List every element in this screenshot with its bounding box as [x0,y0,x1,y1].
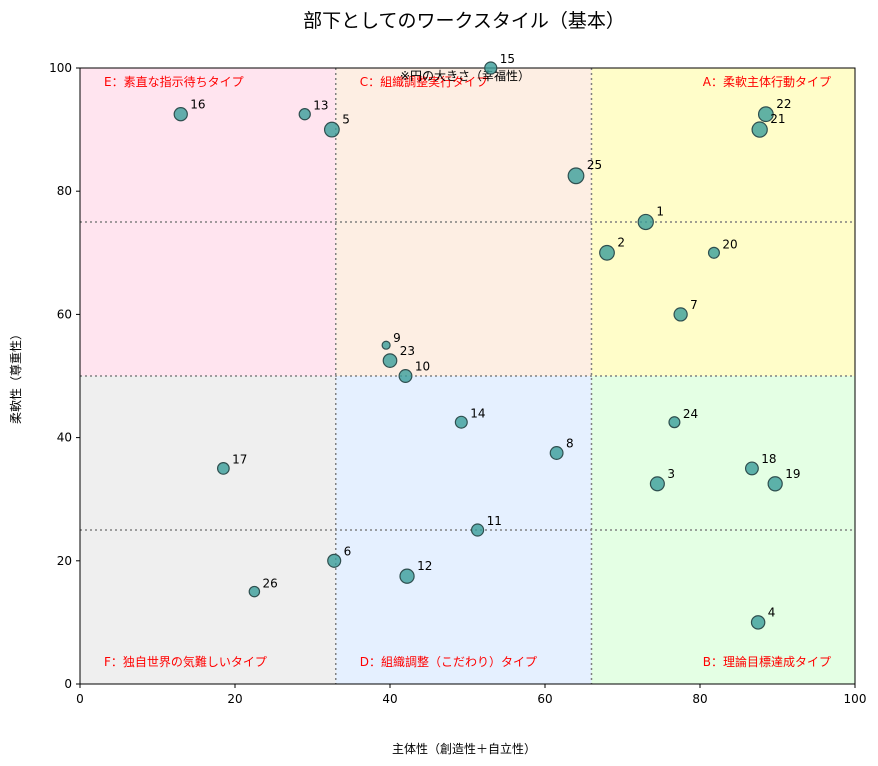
chart-title: 部下としてのワークスタイル（基本） [303,10,625,32]
x-tick-label: 80 [692,692,707,706]
data-point[interactable] [567,167,585,185]
quadrant-region [80,68,336,376]
y-tick-label: 100 [49,61,72,75]
quadrant-label: D：組織調整（こだわり）タイプ [360,654,537,669]
bubble-size-note: ※円の大きさ（幸福性） [400,68,530,83]
x-tick-label: 60 [537,692,552,706]
data-point[interactable] [381,340,391,350]
point-label: 26 [263,576,278,590]
data-point[interactable] [744,461,759,476]
y-tick-label: 0 [64,677,72,691]
point-label: 3 [667,467,675,481]
data-point[interactable] [767,476,783,492]
x-tick-label: 0 [76,692,84,706]
quadrant-label: E：素直な指示待ちタイプ [104,74,244,89]
data-point[interactable] [399,568,415,584]
data-point[interactable] [751,121,768,138]
quadrant-dividers [80,68,855,684]
point-label: 6 [344,544,352,558]
data-point[interactable] [668,416,681,429]
point-label: 7 [690,298,698,312]
point-label: 5 [342,112,350,126]
data-point[interactable] [637,213,654,231]
point-label: 17 [232,453,247,467]
x-tick-label: 100 [844,692,867,706]
data-point[interactable] [649,476,665,492]
data-point[interactable] [757,106,774,123]
data-point[interactable] [248,585,261,598]
data-point[interactable] [173,107,188,122]
point-label: 23 [400,344,415,358]
point-label: 8 [566,437,574,451]
y-tick-label: 40 [57,431,72,445]
point-label: 15 [500,52,515,66]
axis-ticks: 0 20 40 60 80 100 0 20 40 60 80 100 [49,61,866,706]
x-axis-label: 主体性（創造性＋自立性） [392,741,536,756]
point-label: 25 [587,158,602,172]
data-point[interactable] [327,553,342,568]
point-label: 12 [417,559,432,573]
point-label: 10 [415,360,430,374]
point-label: 16 [190,98,205,112]
y-tick-label: 60 [57,307,72,321]
y-tick-label: 20 [57,554,72,568]
data-point[interactable] [599,244,615,261]
y-axis-label: 柔軟性（尊重性） [8,328,23,424]
point-label: 18 [761,452,776,466]
quadrant-region [80,376,336,684]
x-tick-label: 20 [227,692,242,706]
quadrant-label: A：柔軟主体行動タイプ [703,74,831,89]
point-label: 22 [776,97,791,111]
plot-frame [79,67,856,685]
quadrant-labels: E：素直な指示待ちタイプ C：組織調整実行タイプ A：柔軟主体行動タイプ F：独自世界… [104,74,831,669]
data-point[interactable] [707,246,720,259]
y-tick-label: 80 [57,184,72,198]
point-label: 4 [768,606,776,620]
point-label: 21 [770,112,785,126]
data-point[interactable] [398,369,413,383]
data-point[interactable] [382,353,398,368]
data-point[interactable] [216,462,230,475]
x-tick-label: 40 [382,692,397,706]
quadrant-region [335,68,592,376]
quadrant-label: B：理論目標達成タイプ [703,654,831,669]
point-label: 9 [393,331,401,345]
data-point[interactable] [323,121,340,138]
data-point[interactable] [673,307,688,322]
data-point[interactable] [470,523,485,537]
quadrant-label: C：組織調整実行タイプ [360,74,488,89]
point-label: 13 [313,99,328,113]
data-point[interactable] [298,108,311,121]
quadrant-label: F：独自世界の気難しいタイプ [104,654,267,669]
point-label: 14 [470,406,485,420]
data-point[interactable] [484,61,498,75]
point-label: 19 [785,467,800,481]
data-points [173,61,783,630]
data-point[interactable] [549,446,564,460]
point-label: 24 [683,407,698,421]
data-point[interactable] [750,615,766,630]
point-label: 2 [617,235,625,249]
data-point[interactable] [454,415,468,429]
point-label: 1 [656,204,664,218]
point-label: 11 [487,514,502,528]
point-label: 20 [722,237,737,251]
